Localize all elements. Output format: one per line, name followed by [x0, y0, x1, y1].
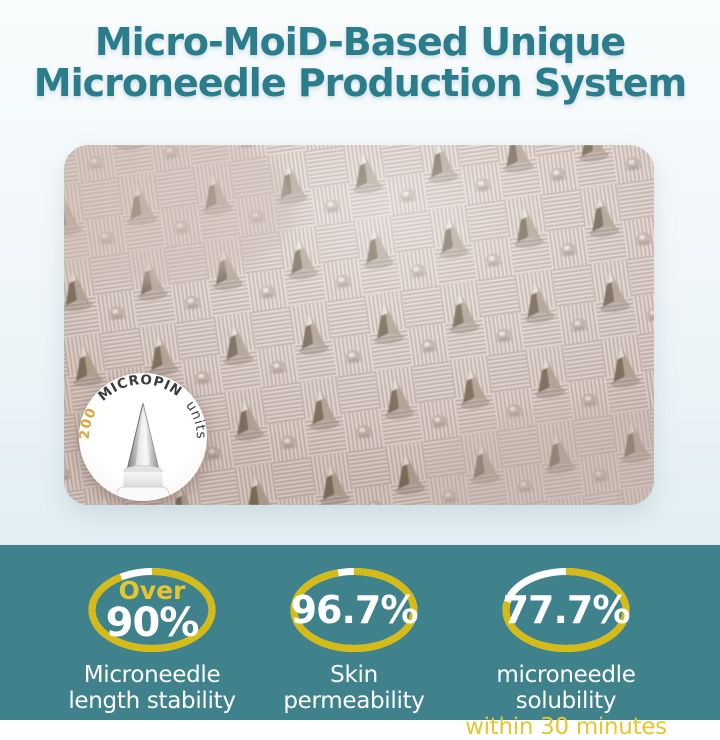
micropin-name: MICROPIN	[95, 373, 185, 405]
micropin-unit: units	[182, 398, 207, 440]
micropin-badge: 200 MICROPIN units	[79, 373, 207, 501]
micropin-badge-art: 200 MICROPIN units	[79, 373, 207, 501]
page-title: Micro-MoiD-Based Unique Microneedle Prod…	[0, 22, 720, 103]
stat-label: Microneedle length stability	[68, 662, 236, 714]
product-photo: 200 MICROPIN units	[64, 145, 654, 505]
stat-prefix: Over	[118, 576, 186, 606]
micropin-count: 200	[79, 405, 100, 440]
stat-ring-3: 77.7%	[499, 565, 633, 655]
microneedle-photo-art	[64, 145, 654, 505]
stat-value: 96.7%	[290, 587, 419, 632]
stat-skin-permeability: 96.7% Skin permeability	[262, 545, 446, 714]
ring-progress-arc	[88, 568, 216, 652]
stats-band: Over 90% Microneedle length stability 96…	[0, 545, 720, 740]
page-title-line2: Microneedle Production System	[33, 60, 687, 105]
stat-label: microneedle solubility within 30 minutes	[465, 662, 667, 740]
ring-progress-arc	[290, 568, 418, 652]
stat-length-stability: Over 90% Microneedle length stability	[62, 545, 242, 714]
stat-ring-1: Over 90%	[85, 565, 219, 655]
stat-label: Skin permeability	[283, 662, 425, 714]
stat-value: 77.7%	[502, 587, 631, 632]
stat-ring-2: 96.7%	[287, 565, 421, 655]
stat-solubility: 77.7% microneedle solubility within 30 m…	[448, 545, 684, 740]
ring-progress-arc	[502, 568, 630, 652]
page-title-line1: Micro-MoiD-Based Unique	[94, 20, 626, 64]
stat-value: 90%	[105, 600, 200, 647]
